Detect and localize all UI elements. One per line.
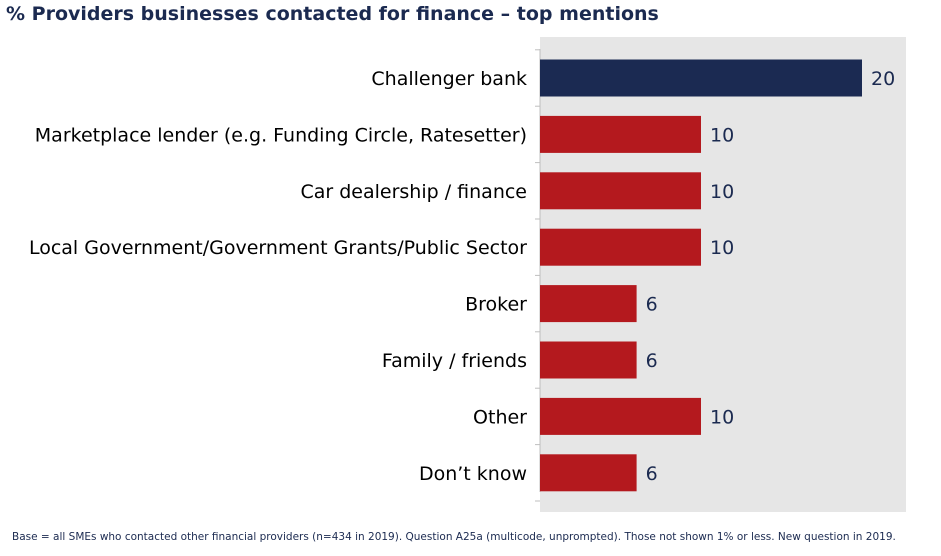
bars: [540, 59, 862, 492]
value-label: 10: [710, 124, 734, 146]
category-labels: Challenger bank Marketplace lender (e.g. …: [29, 68, 527, 485]
category-label: Family / friends: [382, 350, 527, 372]
value-label: 10: [710, 237, 734, 259]
footnote: Base = all SMEs who contacted other fina…: [12, 531, 896, 543]
category-label: Don’t know: [419, 463, 527, 485]
bar: [540, 115, 701, 153]
category-label: Marketplace lender (e.g. Funding Circle,…: [35, 124, 527, 146]
value-label: 6: [646, 463, 658, 485]
bar: [540, 454, 637, 492]
plot-background: [540, 37, 906, 512]
value-label: 6: [646, 294, 658, 316]
value-label: 20: [871, 68, 895, 90]
category-label: Other: [473, 406, 527, 428]
chart-title: % Providers businesses contacted for fin…: [6, 3, 659, 25]
bar: [540, 285, 637, 323]
bar-chart: Challenger bank Marketplace lender (e.g. …: [29, 37, 906, 512]
bar: [540, 228, 701, 266]
value-label: 10: [710, 406, 734, 428]
category-label: Challenger bank: [371, 68, 527, 90]
category-label: Broker: [465, 294, 527, 316]
category-label: Local Government/Government Grants/Publi…: [29, 237, 527, 259]
bar: [540, 341, 637, 379]
bar: [540, 397, 701, 435]
value-labels: 20 10 10 10 6 6 10 6: [646, 68, 896, 485]
axis-ticks: [535, 49, 540, 502]
bar: [540, 59, 862, 97]
value-label: 10: [710, 181, 734, 203]
bar: [540, 172, 701, 210]
category-label: Car dealership / finance: [300, 181, 527, 203]
value-label: 6: [646, 350, 658, 372]
